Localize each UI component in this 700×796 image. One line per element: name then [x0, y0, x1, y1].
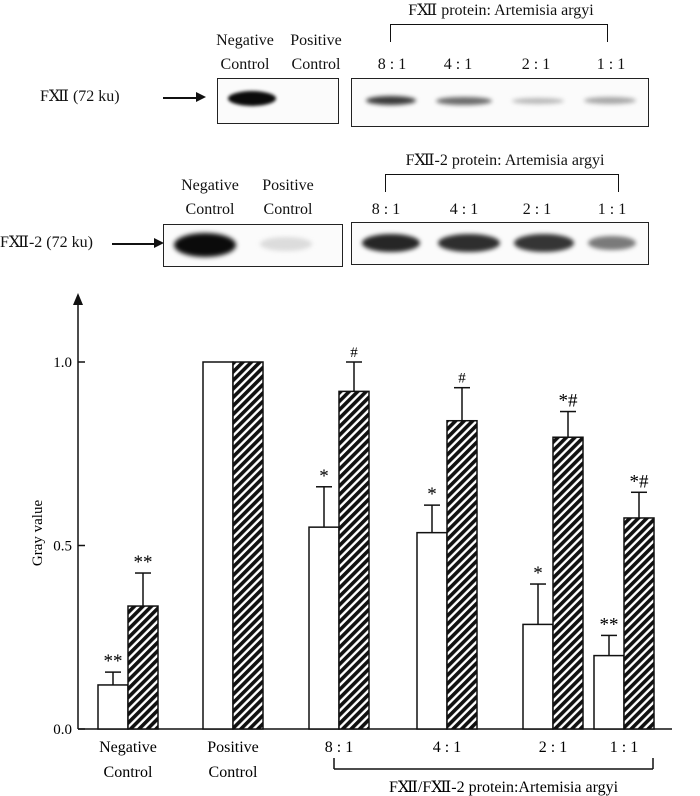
y-axis-label: Gray value — [30, 500, 46, 567]
blot2-band-4-1 — [438, 234, 500, 252]
bar — [416, 531, 448, 730]
bar — [593, 654, 625, 730]
blot2-band-2-1 — [514, 234, 574, 252]
blot2-neg-label-2: Control — [185, 201, 235, 218]
blot1-neg-label-1: Negative — [216, 32, 274, 49]
blot2-ratio-8-1: 8 : 1 — [371, 201, 401, 218]
y-tick-label: 0.5 — [53, 539, 72, 555]
bar — [127, 605, 159, 730]
blot2-arrow-shaft — [112, 243, 156, 245]
bar — [446, 419, 478, 730]
significance-label: ** — [134, 552, 153, 573]
blot2-ratio-2-1: 2 : 1 — [522, 201, 552, 218]
significance-label: # — [458, 371, 466, 387]
blot1-ratio-8-1: 8 : 1 — [377, 56, 407, 73]
blot2-band-negative — [174, 233, 236, 257]
blot2-band-positive — [260, 237, 312, 251]
blot2-header-bracket — [385, 174, 619, 192]
bar — [97, 684, 129, 730]
blot2-pos-label-2: Control — [263, 201, 313, 218]
significance-label: * — [427, 484, 437, 505]
blot2-control-panel — [163, 224, 343, 267]
blot1-arrow-shaft — [163, 97, 198, 99]
blot1-ratio-1-1: 1 : 1 — [596, 56, 626, 73]
group-caption: FⅫ/FⅫ-2 protein:Artemisia argyi — [389, 779, 619, 796]
x-tick-label: Positive — [207, 739, 259, 756]
blot1-neg-label-2: Control — [220, 56, 270, 73]
significance-label: *# — [559, 391, 579, 412]
blot2-ratio-4-1: 4 : 1 — [449, 201, 479, 218]
blot1-band-8-1 — [366, 96, 416, 105]
y-tick-label: 1.0 — [53, 355, 72, 371]
blot2-neg-label-1: Negative — [181, 177, 239, 194]
bar — [338, 390, 370, 730]
significance-label: ** — [104, 651, 123, 672]
significance-label: * — [533, 563, 543, 584]
y-tick-label: 0.0 — [53, 722, 72, 738]
blot2-ratio-1-1: 1 : 1 — [597, 201, 627, 218]
significance-label: ** — [600, 614, 619, 635]
blot2-row-label: FⅫ-2 (72 ku) — [0, 234, 93, 251]
blot1-band-1-1 — [584, 97, 636, 104]
bar — [522, 623, 554, 730]
significance-label: * — [319, 466, 329, 487]
bar — [202, 361, 234, 730]
blot1-header: FⅫ protein: Artemisia argyi — [408, 2, 594, 19]
blot2-header: FⅫ-2 protein: Artemisia argyi — [405, 152, 605, 169]
blot1-ratio-panel — [351, 78, 649, 127]
x-tick-label: Control — [104, 764, 153, 781]
blot2-ratio-panel — [351, 222, 649, 265]
bar — [552, 436, 584, 730]
x-tick-label: 1 : 1 — [610, 739, 638, 756]
blot1-control-panel — [217, 78, 339, 124]
blot1-pos-label-1: Positive — [290, 32, 342, 49]
blot1-header-bracket — [390, 24, 608, 42]
blot1-arrow-icon — [196, 92, 206, 102]
x-tick-label: 8 : 1 — [325, 739, 353, 756]
blot2-band-8-1 — [362, 234, 420, 252]
blot1-ratio-2-1: 2 : 1 — [521, 56, 551, 73]
y-axis-arrow-icon — [73, 293, 83, 305]
blot1-band-2-1 — [512, 98, 564, 104]
bar — [308, 526, 340, 730]
blot2-band-1-1 — [588, 236, 636, 250]
x-tick-label: Negative — [99, 739, 157, 756]
x-tick-label: 4 : 1 — [433, 739, 461, 756]
significance-label: *# — [630, 471, 650, 492]
x-tick-label: Control — [209, 764, 258, 781]
blot2-arrow-icon — [154, 238, 164, 248]
bar — [623, 517, 655, 730]
blot1-band-4-1 — [436, 97, 492, 105]
blot1-row-label: FⅫ (72 ku) — [40, 88, 120, 105]
x-tick-label: 2 : 1 — [539, 739, 567, 756]
bar — [232, 361, 264, 730]
blot1-ratio-4-1: 4 : 1 — [443, 56, 473, 73]
blot1-band-negative — [228, 91, 276, 106]
blot1-pos-label-2: Control — [291, 56, 341, 73]
significance-label: # — [350, 345, 358, 361]
blot2-pos-label-1: Positive — [262, 177, 314, 194]
